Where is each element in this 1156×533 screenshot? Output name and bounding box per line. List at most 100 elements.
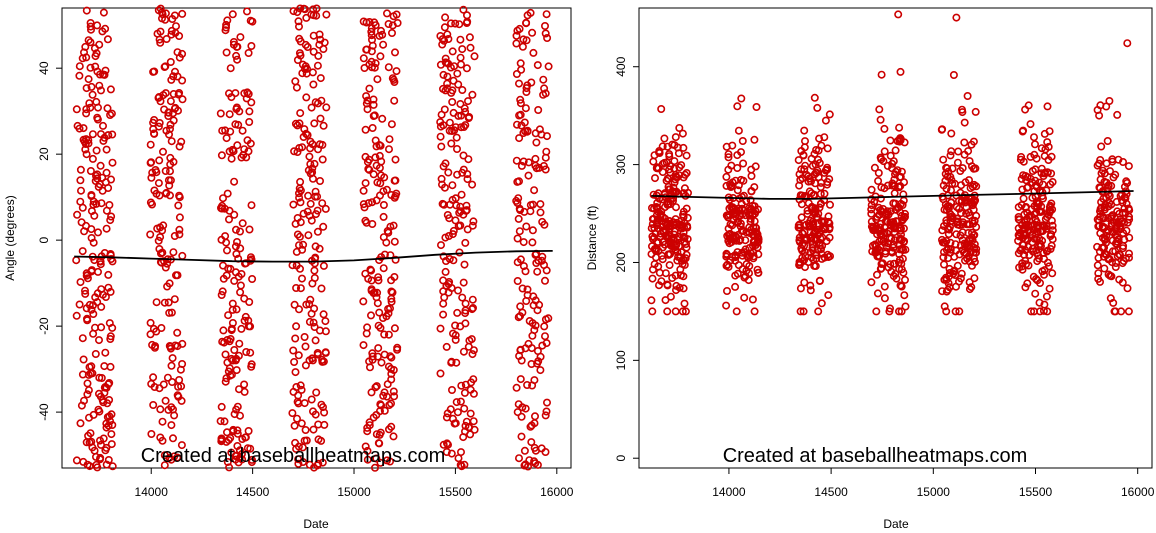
y-tick-label: 200 (614, 252, 628, 272)
data-point (96, 436, 105, 445)
data-point (1043, 138, 1052, 147)
data-point (382, 9, 391, 18)
data-point (867, 222, 876, 231)
data-point (665, 150, 674, 159)
data-point (384, 330, 393, 339)
data-point (436, 118, 445, 127)
data-point (516, 255, 525, 264)
data-point (1024, 183, 1033, 192)
data-point (361, 125, 370, 134)
data-point (465, 33, 474, 42)
data-point (963, 220, 972, 229)
data-point (307, 103, 316, 112)
data-point (229, 37, 238, 46)
data-point (167, 137, 176, 146)
data-point (238, 126, 247, 135)
data-point (451, 321, 460, 330)
data-point (76, 165, 85, 174)
data-point (367, 27, 376, 36)
points-layer (72, 4, 553, 472)
data-point (178, 49, 187, 58)
data-point (1041, 145, 1050, 154)
data-point (540, 332, 549, 341)
data-point (226, 264, 235, 273)
data-point (946, 151, 955, 160)
data-point (666, 292, 675, 301)
data-point (387, 287, 396, 296)
data-point (809, 219, 818, 228)
data-point (242, 347, 251, 356)
data-point (517, 432, 526, 441)
data-point (235, 453, 244, 462)
x-axis-title: Date (303, 517, 329, 531)
data-point (955, 307, 964, 316)
data-point (234, 272, 243, 281)
data-point (806, 177, 815, 186)
data-point (900, 291, 909, 300)
data-point (540, 322, 549, 331)
data-point (535, 125, 544, 134)
data-point (319, 121, 328, 130)
data-point (226, 371, 235, 380)
data-point (246, 139, 255, 148)
data-point (1123, 39, 1132, 48)
data-point (313, 145, 322, 154)
data-point (454, 111, 463, 120)
data-point (541, 447, 550, 456)
y-axis-title: Angle (degrees) (3, 195, 17, 280)
data-point (292, 322, 301, 331)
data-point (1102, 251, 1111, 260)
data-point (448, 181, 457, 190)
data-point (450, 419, 459, 428)
data-point (82, 150, 91, 159)
data-point (1019, 194, 1028, 203)
data-point (301, 342, 310, 351)
data-point (1022, 176, 1031, 185)
data-point (292, 382, 301, 391)
data-point (389, 387, 398, 396)
data-point (739, 159, 748, 168)
data-point (1024, 101, 1033, 110)
data-point (156, 4, 165, 13)
data-point (958, 218, 967, 227)
data-point (534, 106, 543, 115)
data-point (85, 363, 94, 372)
data-point (894, 307, 903, 316)
data-point (292, 247, 301, 256)
data-point (1036, 208, 1045, 217)
data-point (948, 179, 957, 188)
data-point (515, 111, 524, 120)
data-point (238, 219, 247, 228)
data-point (367, 388, 376, 397)
data-point (367, 266, 376, 275)
data-point (1022, 220, 1031, 229)
data-point (443, 72, 452, 81)
data-point (98, 396, 107, 405)
data-point (1038, 267, 1047, 276)
data-point (390, 78, 399, 87)
data-point (800, 126, 809, 135)
data-point (937, 125, 946, 134)
data-point (147, 173, 156, 182)
data-point (448, 230, 457, 239)
data-point (367, 57, 376, 66)
data-point (1095, 221, 1104, 230)
data-point (88, 130, 97, 139)
data-point (1098, 243, 1107, 252)
data-point (889, 199, 898, 208)
data-point (89, 238, 98, 247)
data-point (87, 82, 96, 91)
data-point (170, 11, 179, 20)
data-point (86, 63, 95, 72)
data-point (359, 297, 368, 306)
data-point (447, 385, 456, 394)
data-point (92, 97, 101, 106)
data-point (232, 305, 241, 314)
data-point (894, 183, 903, 192)
data-point (748, 201, 757, 210)
data-point (512, 196, 521, 205)
data-point (541, 165, 550, 174)
data-point (517, 356, 526, 365)
data-point (540, 276, 549, 285)
data-point (217, 290, 226, 299)
